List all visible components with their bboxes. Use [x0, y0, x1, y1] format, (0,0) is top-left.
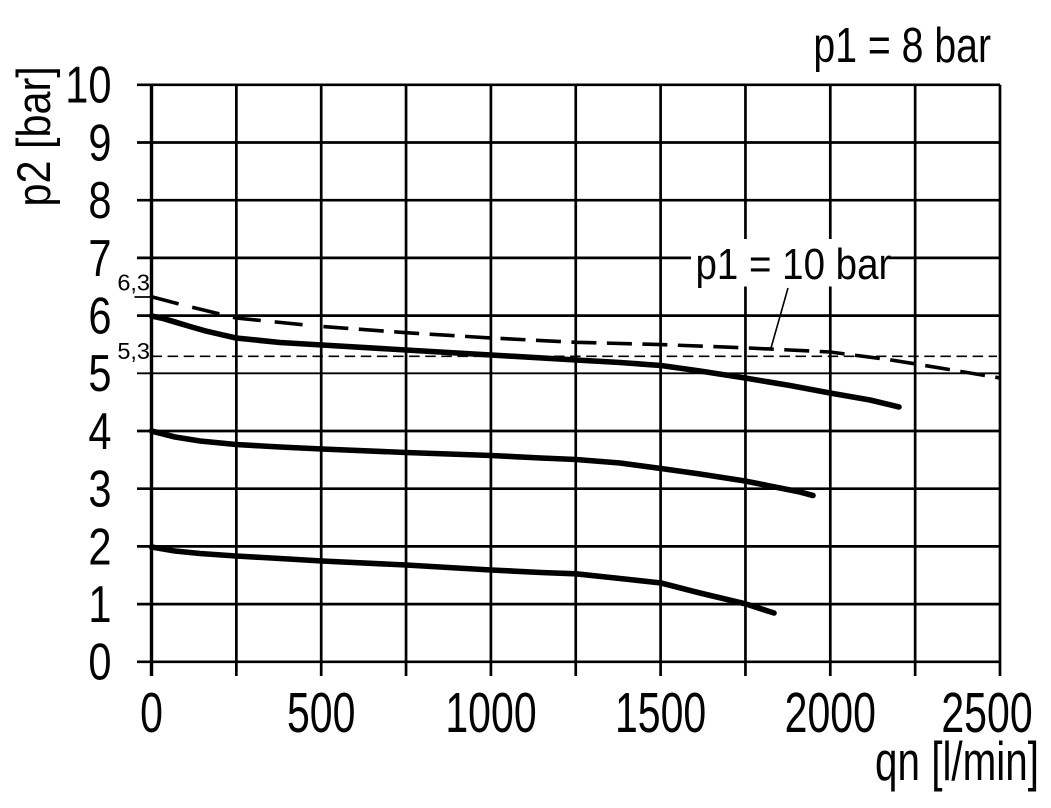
- svg-text:1500: 1500: [615, 680, 706, 744]
- svg-text:8: 8: [88, 171, 111, 230]
- svg-text:0: 0: [88, 632, 111, 691]
- svg-text:6: 6: [88, 286, 111, 345]
- svg-text:p1 = 10 bar: p1 = 10 bar: [696, 239, 892, 288]
- svg-text:qn [l/min]: qn [l/min]: [875, 731, 1039, 793]
- svg-text:3: 3: [88, 459, 111, 518]
- svg-text:500: 500: [287, 680, 355, 744]
- svg-text:10: 10: [65, 55, 111, 114]
- svg-text:p2 [bar]: p2 [bar]: [9, 66, 61, 206]
- svg-text:p1 = 8 bar: p1 = 8 bar: [813, 19, 991, 73]
- svg-text:9: 9: [88, 113, 111, 172]
- svg-text:6,3: 6,3: [117, 270, 150, 296]
- svg-text:1000: 1000: [445, 680, 536, 744]
- svg-text:5: 5: [88, 344, 111, 403]
- svg-text:2500: 2500: [941, 680, 1032, 744]
- svg-text:2: 2: [88, 517, 111, 576]
- svg-text:0: 0: [140, 680, 163, 744]
- svg-text:4: 4: [88, 401, 111, 460]
- svg-text:7: 7: [88, 228, 111, 287]
- svg-text:1: 1: [88, 575, 111, 634]
- svg-text:2000: 2000: [785, 680, 876, 744]
- svg-text:5,3: 5,3: [117, 338, 150, 364]
